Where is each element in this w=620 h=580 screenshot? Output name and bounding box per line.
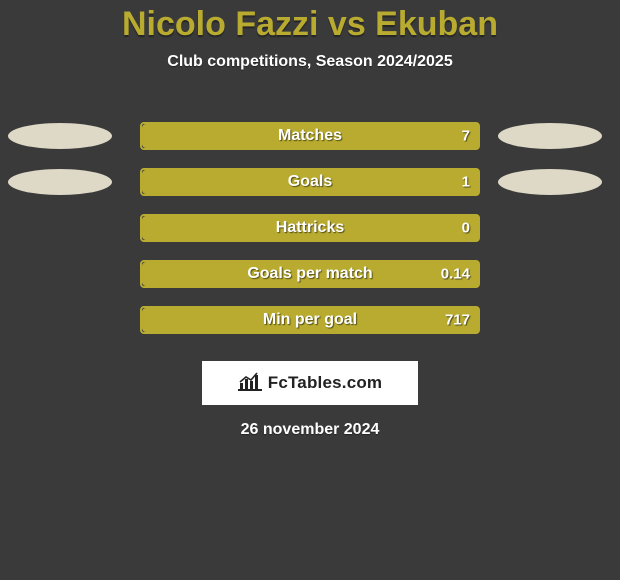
stat-bar: Goals 1 (140, 168, 480, 196)
player-oval-right (498, 169, 602, 195)
player-oval-left (8, 123, 112, 149)
comparison-canvas: Nicolo Fazzi vs Ekuban Club competitions… (0, 0, 620, 580)
stat-label: Min per goal (263, 311, 357, 329)
logo-text: FcTables.com (268, 373, 383, 393)
stat-bar: Matches 7 (140, 122, 480, 150)
stat-value-right: 717 (445, 312, 470, 329)
stat-row: Min per goal 717 (0, 297, 620, 343)
stat-label: Hattricks (276, 219, 344, 237)
stat-label: Goals (288, 173, 332, 191)
stat-bar: Min per goal 717 (140, 306, 480, 334)
footer-date: 26 november 2024 (0, 421, 620, 439)
logo-box: FcTables.com (202, 361, 418, 405)
player-oval-left (8, 169, 112, 195)
logo-chart-icon (238, 371, 262, 396)
stat-bar: Hattricks 0 (140, 214, 480, 242)
stat-row: Matches 7 (0, 113, 620, 159)
stat-label: Matches (278, 127, 342, 145)
stat-value-right: 0 (462, 220, 470, 237)
stat-value-right: 1 (462, 174, 470, 191)
stat-row: Hattricks 0 (0, 205, 620, 251)
stat-value-right: 7 (462, 128, 470, 145)
stat-label: Goals per match (247, 265, 372, 283)
stats-container: Matches 7 Goals 1 Hattricks 0 Goals per match 0… (0, 113, 620, 343)
page-subtitle: Club competitions, Season 2024/2025 (0, 53, 620, 71)
page-title: Nicolo Fazzi vs Ekuban (0, 6, 620, 43)
stat-row: Goals per match 0.14 (0, 251, 620, 297)
player-oval-right (498, 123, 602, 149)
stat-bar: Goals per match 0.14 (140, 260, 480, 288)
stat-row: Goals 1 (0, 159, 620, 205)
stat-value-right: 0.14 (441, 266, 470, 283)
